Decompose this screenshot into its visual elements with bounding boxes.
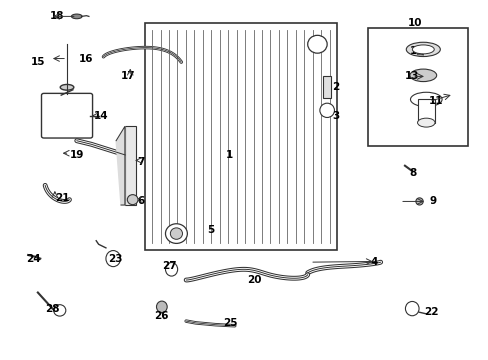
Text: 15: 15 — [30, 57, 45, 67]
Text: 23: 23 — [108, 253, 122, 264]
Ellipse shape — [165, 262, 177, 276]
Ellipse shape — [319, 103, 334, 117]
Text: 12: 12 — [409, 46, 424, 57]
Bar — [417, 99, 434, 123]
Ellipse shape — [127, 195, 138, 204]
Ellipse shape — [71, 14, 82, 19]
Ellipse shape — [409, 92, 441, 107]
Polygon shape — [116, 126, 124, 205]
Text: 11: 11 — [428, 96, 443, 107]
Ellipse shape — [156, 301, 167, 312]
Text: 18: 18 — [50, 11, 64, 21]
Text: 5: 5 — [206, 225, 214, 235]
Ellipse shape — [405, 301, 418, 316]
Text: 17: 17 — [120, 71, 135, 81]
Bar — [368, 28, 467, 146]
Text: 8: 8 — [409, 168, 416, 178]
Ellipse shape — [409, 69, 436, 82]
Text: 1: 1 — [226, 150, 233, 160]
Text: 16: 16 — [79, 54, 94, 64]
Text: 6: 6 — [137, 197, 144, 206]
Text: 9: 9 — [428, 197, 435, 206]
Text: 3: 3 — [331, 111, 339, 121]
Ellipse shape — [170, 228, 182, 239]
Text: 4: 4 — [370, 257, 378, 267]
Text: 22: 22 — [424, 307, 438, 317]
Text: 27: 27 — [162, 261, 176, 271]
Ellipse shape — [307, 35, 326, 53]
Ellipse shape — [60, 85, 74, 90]
FancyBboxPatch shape — [41, 93, 92, 138]
Text: 26: 26 — [154, 311, 169, 321]
Ellipse shape — [417, 118, 434, 127]
Bar — [124, 126, 135, 205]
Ellipse shape — [106, 251, 120, 267]
Text: 19: 19 — [69, 150, 83, 160]
Text: 10: 10 — [407, 18, 421, 28]
Ellipse shape — [165, 224, 187, 243]
Text: 7: 7 — [137, 157, 144, 167]
Text: 24: 24 — [26, 253, 40, 264]
Text: 14: 14 — [94, 111, 108, 121]
Ellipse shape — [406, 42, 439, 57]
Text: 13: 13 — [404, 71, 419, 81]
Text: 25: 25 — [222, 318, 237, 328]
Bar — [144, 23, 336, 249]
Text: 21: 21 — [55, 193, 69, 203]
Text: 20: 20 — [246, 275, 261, 285]
Ellipse shape — [54, 305, 66, 316]
Ellipse shape — [415, 198, 422, 205]
Text: 2: 2 — [331, 82, 339, 92]
Ellipse shape — [411, 45, 433, 54]
Text: 28: 28 — [45, 303, 60, 314]
Bar — [323, 76, 330, 98]
